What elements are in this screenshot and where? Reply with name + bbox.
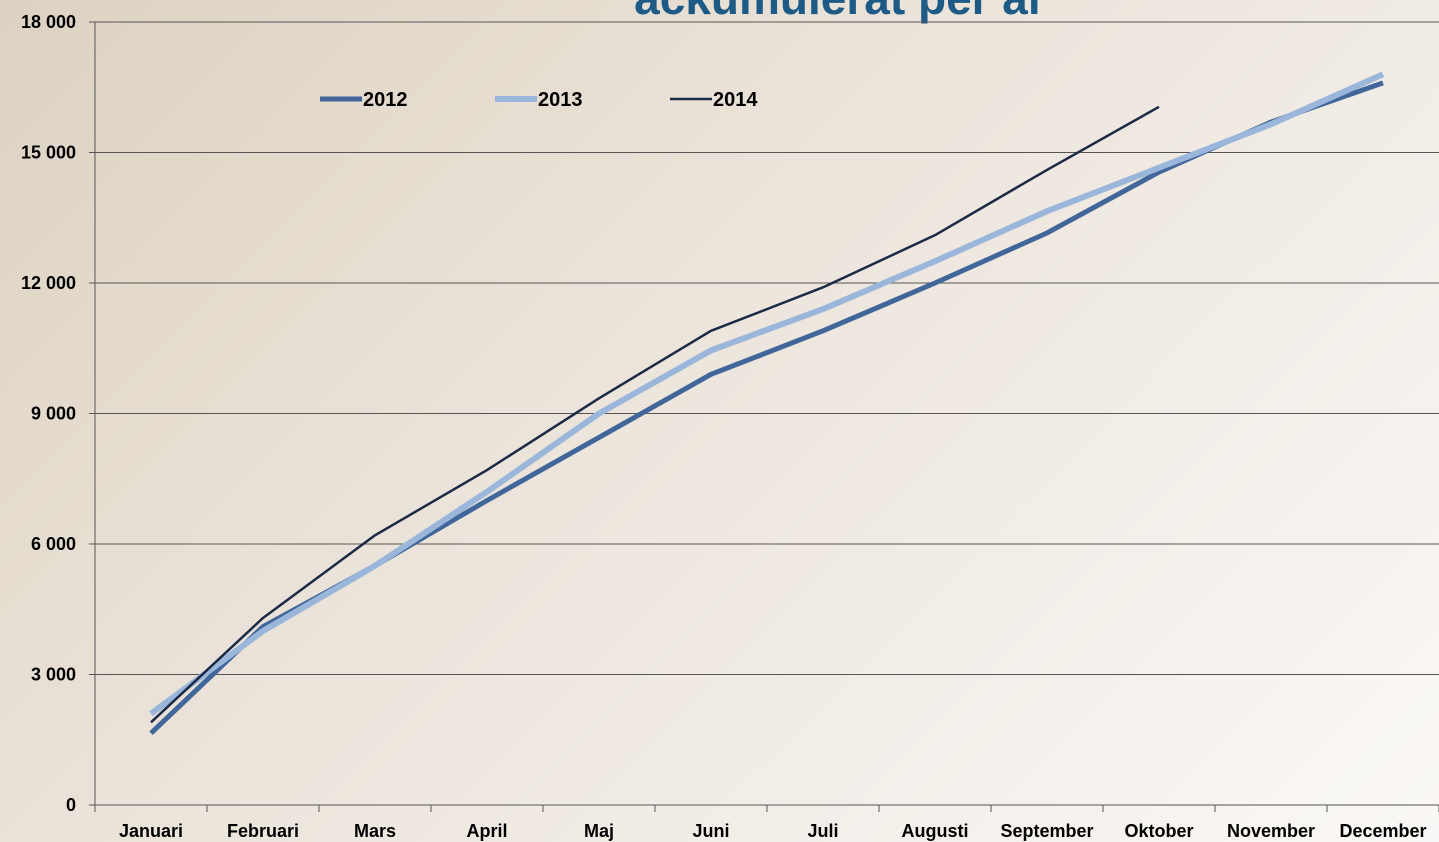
y-tick-label: 0: [66, 795, 76, 815]
legend-label: 2014: [713, 89, 758, 111]
y-tick-label: 15 000: [21, 143, 76, 163]
x-tick-label: Juni: [692, 821, 729, 841]
x-tick-label: December: [1339, 821, 1426, 841]
x-tick-label: Mars: [354, 821, 396, 841]
y-tick-label: 6 000: [31, 534, 76, 554]
x-tick-label: September: [1000, 821, 1093, 841]
y-tick-label: 18 000: [21, 12, 76, 32]
x-tick-label: Juli: [807, 821, 838, 841]
series-line: [149, 71, 1385, 717]
x-tick-label: Februari: [227, 821, 299, 841]
chart-title: ackumulerat per år: [634, 0, 1046, 24]
legend-label: 2013: [538, 89, 583, 111]
x-tick-label: Januari: [119, 821, 183, 841]
x-tick-label: Maj: [584, 821, 614, 841]
series-line: [149, 80, 1384, 736]
x-tick-label: April: [466, 821, 507, 841]
y-tick-label: 9 000: [31, 404, 76, 424]
legend-label: 2012: [363, 89, 408, 111]
series-line: [150, 105, 1160, 724]
y-tick-label: 12 000: [21, 273, 76, 293]
x-tick-label: November: [1227, 821, 1315, 841]
y-tick-label: 3 000: [31, 665, 76, 685]
x-tick-label: Oktober: [1124, 821, 1193, 841]
x-tick-label: Augusti: [902, 821, 969, 841]
